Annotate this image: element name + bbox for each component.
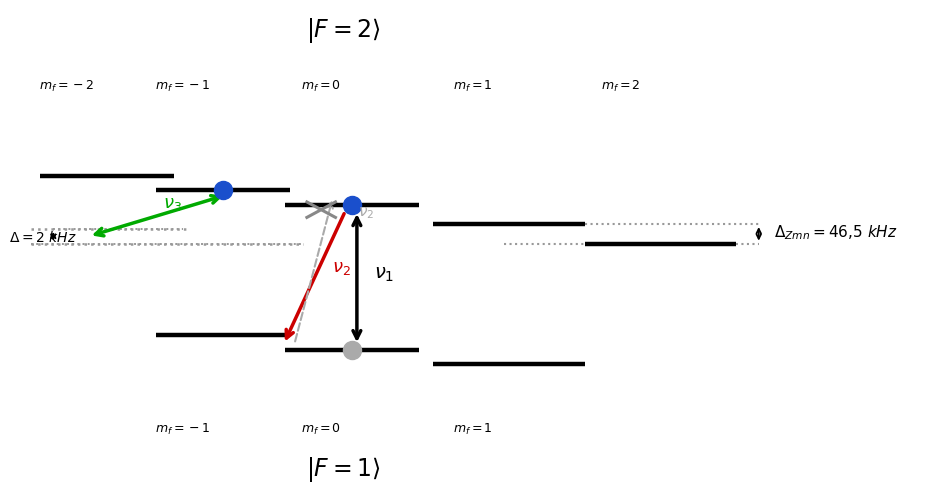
Text: $m_f=-1$: $m_f=-1$: [156, 422, 210, 437]
Text: $m_f=-2$: $m_f=-2$: [39, 79, 94, 94]
Text: $|F=1\rangle$: $|F=1\rangle$: [307, 455, 381, 484]
Text: $m_f=0$: $m_f=0$: [301, 79, 341, 94]
Text: $\nu_2$: $\nu_2$: [357, 205, 374, 221]
Text: $m_f=1$: $m_f=1$: [453, 79, 493, 94]
Text: $m_f=0$: $m_f=0$: [301, 422, 341, 437]
Text: $\nu_1$: $\nu_1$: [373, 266, 394, 284]
Text: $m_f=2$: $m_f=2$: [601, 79, 640, 94]
Text: $\nu_2$: $\nu_2$: [332, 259, 351, 277]
Text: $\Delta_{Zmn} = 46{,}5\ kHz$: $\Delta_{Zmn} = 46{,}5\ kHz$: [774, 223, 897, 242]
Text: $\Delta= 2\ kHz$: $\Delta= 2\ kHz$: [8, 230, 77, 245]
Text: $m_f=-1$: $m_f=-1$: [156, 79, 210, 94]
Text: $m_f=1$: $m_f=1$: [453, 422, 493, 437]
Text: $\nu_3$: $\nu_3$: [163, 195, 181, 213]
Text: $|F=2\rangle$: $|F=2\rangle$: [307, 16, 381, 45]
